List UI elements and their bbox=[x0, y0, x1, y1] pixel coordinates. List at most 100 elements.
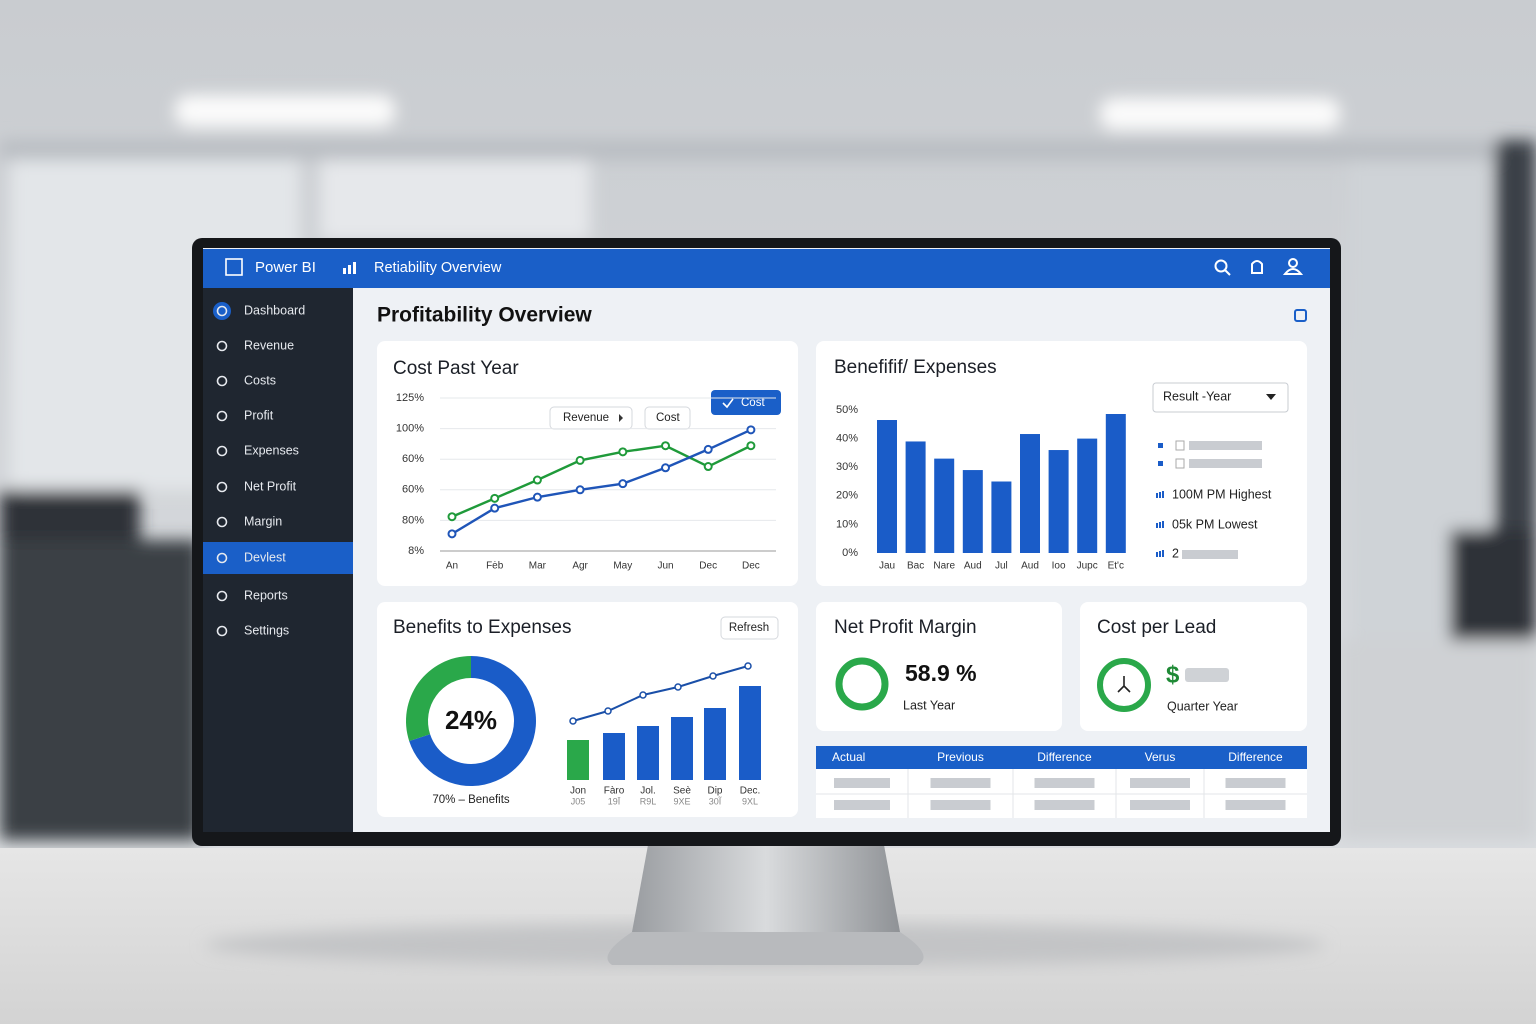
nav-item[interactable]: Costs bbox=[216, 373, 276, 387]
point bbox=[490, 493, 500, 503]
nav-label: Settings bbox=[244, 623, 289, 637]
legend-chip-selected[interactable] bbox=[711, 390, 781, 415]
nav-item[interactable]: Margin bbox=[216, 514, 283, 528]
nav-item[interactable]: Expenses bbox=[216, 443, 299, 457]
x-tick-label: Jon bbox=[570, 786, 586, 797]
chip-arrow bbox=[619, 414, 623, 422]
export-icon[interactable] bbox=[1294, 309, 1307, 322]
point bbox=[447, 529, 457, 539]
nav-label: Margin bbox=[244, 514, 282, 528]
point bbox=[639, 691, 647, 699]
nav-icon bbox=[216, 410, 228, 422]
point bbox=[575, 455, 585, 465]
bar-legend-placeholders bbox=[1158, 440, 1262, 559]
kpi-cost-lead: $ Quarter Year bbox=[1097, 658, 1238, 713]
dropdown-label: Result -Year bbox=[1163, 389, 1231, 403]
nav-icon bbox=[216, 590, 228, 602]
x-tick-label: Jul bbox=[995, 561, 1008, 572]
x-tick-label: Seè bbox=[673, 786, 691, 797]
point bbox=[674, 683, 682, 691]
y-tick-label: 60% bbox=[402, 484, 424, 496]
nav-icon bbox=[216, 625, 228, 637]
legend-item: 2 bbox=[1156, 546, 1179, 560]
nav-item[interactable]: Profit bbox=[216, 408, 274, 422]
user-icon[interactable] bbox=[1282, 258, 1304, 275]
x-tick-sublabel: 9XE bbox=[673, 796, 690, 806]
point bbox=[618, 447, 628, 457]
donut-slice bbox=[409, 656, 537, 786]
cell-placeholder bbox=[1130, 800, 1190, 810]
header-bar: Power BI Retiability Overview bbox=[203, 249, 1330, 288]
cell-placeholder bbox=[1225, 778, 1286, 788]
x-tick-label: Jol. bbox=[640, 786, 656, 797]
x-tick-label: Aud bbox=[964, 561, 982, 572]
panel-title: Cost Past Year bbox=[393, 358, 519, 379]
point bbox=[709, 672, 717, 680]
y-tick-label: 8% bbox=[408, 545, 424, 557]
nav-item[interactable]: Reports bbox=[216, 588, 288, 602]
x-tick-label: May bbox=[613, 561, 632, 572]
legend-icon bbox=[1162, 550, 1164, 557]
line bbox=[451, 444, 752, 518]
x-tick-label: Bac bbox=[907, 561, 924, 572]
panel-title: Benefifif/ Expenses bbox=[834, 357, 997, 378]
cell-placeholder bbox=[1225, 800, 1286, 810]
bar bbox=[1077, 438, 1098, 553]
cell-placeholder bbox=[930, 800, 991, 810]
x-tick-sublabel: 9XL bbox=[742, 796, 758, 806]
point bbox=[746, 441, 756, 451]
kpi-value: $ bbox=[1166, 661, 1180, 688]
line bbox=[572, 665, 749, 722]
legend-icon bbox=[1156, 552, 1158, 557]
legend-label: Cost bbox=[741, 397, 765, 409]
bar bbox=[637, 726, 659, 780]
point bbox=[490, 503, 500, 513]
nav-item[interactable]: Dashboard bbox=[213, 302, 305, 320]
nav-item[interactable]: Devlest bbox=[216, 550, 287, 564]
nav-label: Costs bbox=[244, 373, 276, 387]
x-tick-label: Et'c bbox=[1108, 561, 1124, 572]
x-tick-label: Nare bbox=[933, 561, 955, 572]
donut-slice bbox=[406, 656, 471, 742]
legend-icon bbox=[1159, 492, 1161, 498]
point bbox=[604, 707, 612, 715]
refresh-button[interactable]: Refresh bbox=[720, 616, 779, 640]
x-tick-label: Aud bbox=[1021, 561, 1039, 572]
nav-label: Dashboard bbox=[244, 303, 305, 317]
legend-label: 05k PM Lowest bbox=[1172, 517, 1258, 531]
point bbox=[703, 462, 713, 472]
kpi-title: Net Profit Margin bbox=[834, 617, 977, 638]
nav-label: Expenses bbox=[244, 443, 299, 457]
nav-item[interactable]: Net Profit bbox=[216, 479, 297, 493]
bar bbox=[671, 717, 693, 780]
search-icon[interactable] bbox=[1214, 259, 1231, 276]
filter-dropdown[interactable]: Result -Year bbox=[1152, 382, 1289, 413]
legend-label: 100M PM Highest bbox=[1172, 487, 1272, 501]
x-tick-label: Agr bbox=[572, 561, 588, 572]
nav-icon bbox=[216, 516, 228, 528]
bar bbox=[1048, 450, 1069, 553]
legend-icon bbox=[1162, 491, 1164, 498]
nav-item[interactable]: Settings bbox=[216, 623, 290, 637]
nav-icon bbox=[216, 305, 228, 317]
point bbox=[569, 717, 577, 725]
report-name[interactable]: Retiability Overview bbox=[374, 260, 502, 276]
cell-placeholder bbox=[1034, 778, 1095, 788]
nav-label: Reports bbox=[244, 588, 288, 602]
kpi-value: 58.9 % bbox=[905, 660, 977, 686]
x-tick-label: Dip bbox=[707, 786, 722, 797]
nav-item[interactable]: Revenue bbox=[216, 338, 295, 352]
table-header-cell: Difference bbox=[1228, 750, 1283, 764]
y-tick-label: 50% bbox=[836, 404, 858, 416]
legend-label: Cost bbox=[656, 412, 680, 424]
bar bbox=[1105, 414, 1126, 553]
bar bbox=[991, 481, 1012, 553]
point bbox=[661, 463, 670, 473]
notifications-icon[interactable] bbox=[1251, 260, 1263, 274]
x-tick-sublabel: 19Ī bbox=[608, 796, 621, 806]
legend-label: 2 bbox=[1172, 546, 1179, 560]
kpi-title: Cost per Lead bbox=[1097, 617, 1216, 638]
point bbox=[575, 485, 585, 495]
cell-placeholder bbox=[1034, 800, 1095, 810]
